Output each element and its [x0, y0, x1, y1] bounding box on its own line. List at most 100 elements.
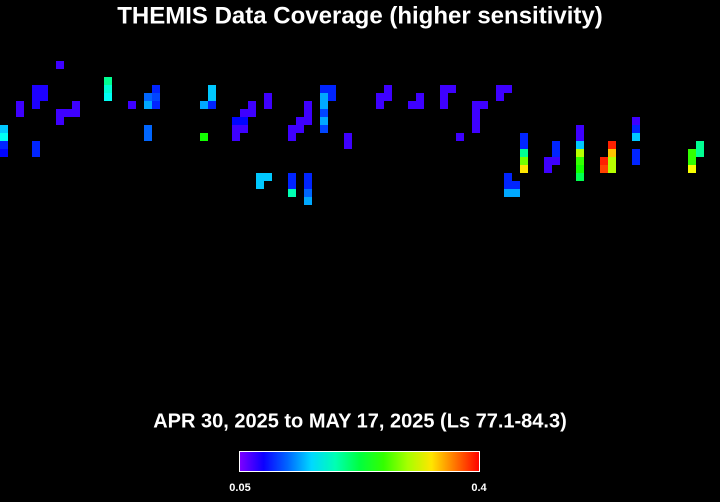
- coverage-cell: [144, 133, 152, 141]
- coverage-cell: [576, 149, 584, 157]
- coverage-cell: [240, 109, 248, 117]
- coverage-cell: [56, 109, 64, 117]
- coverage-cell: [304, 101, 312, 109]
- coverage-cell: [104, 85, 112, 93]
- coverage-cell: [384, 93, 392, 101]
- coverage-cell: [232, 117, 240, 125]
- coverage-cell: [376, 101, 384, 109]
- coverage-cell: [40, 85, 48, 93]
- coverage-cell: [576, 157, 584, 165]
- coverage-cell: [72, 109, 80, 117]
- coverage-cell: [320, 109, 328, 117]
- coverage-cell: [496, 85, 504, 93]
- coverage-cell: [376, 93, 384, 101]
- coverage-cell: [320, 93, 328, 101]
- coverage-cell: [576, 141, 584, 149]
- coverage-cell: [520, 149, 528, 157]
- coverage-cell: [200, 101, 208, 109]
- coverage-cell: [608, 141, 616, 149]
- coverage-cell: [264, 173, 272, 181]
- coverage-cell: [512, 181, 520, 189]
- coverage-cell: [104, 77, 112, 85]
- coverage-cell: [520, 157, 528, 165]
- coverage-cell: [328, 93, 336, 101]
- coverage-cell: [576, 165, 584, 173]
- coverage-cell: [688, 149, 696, 157]
- coverage-cell: [632, 149, 640, 157]
- coverage-cell: [152, 93, 160, 101]
- coverage-cell: [440, 93, 448, 101]
- coverage-cell: [504, 85, 512, 93]
- coverage-cell: [0, 125, 8, 133]
- coverage-cell: [288, 133, 296, 141]
- coverage-cell: [632, 133, 640, 141]
- coverage-cell: [480, 101, 488, 109]
- chart-title: THEMIS Data Coverage (higher sensitivity…: [117, 2, 602, 29]
- coverage-cell: [16, 101, 24, 109]
- coverage-cell: [248, 109, 256, 117]
- coverage-cell: [0, 149, 8, 157]
- coverage-cell: [208, 85, 216, 93]
- coverage-cell: [600, 157, 608, 165]
- coverage-cell: [608, 165, 616, 173]
- coverage-cell: [232, 125, 240, 133]
- coverage-cell: [152, 101, 160, 109]
- coverage-cell: [408, 101, 416, 109]
- coverage-cell: [504, 173, 512, 181]
- coverage-cell: [520, 165, 528, 173]
- coverage-cell: [544, 157, 552, 165]
- coverage-cell: [632, 157, 640, 165]
- coverage-cell: [72, 101, 80, 109]
- coverage-cell: [344, 133, 352, 141]
- coverage-cell: [256, 173, 264, 181]
- coverage-cell: [456, 133, 464, 141]
- coverage-cell: [504, 181, 512, 189]
- coverage-cell: [320, 125, 328, 133]
- coverage-cell: [304, 117, 312, 125]
- coverage-cell: [632, 117, 640, 125]
- coverage-cell: [56, 61, 64, 69]
- coverage-cell: [304, 181, 312, 189]
- coverage-cell: [304, 189, 312, 197]
- coverage-cell: [208, 93, 216, 101]
- coverage-cell: [296, 117, 304, 125]
- coverage-cell: [472, 117, 480, 125]
- coverage-cell: [288, 173, 296, 181]
- coverage-cell: [320, 101, 328, 109]
- coverage-cell: [384, 85, 392, 93]
- coverage-cell: [544, 165, 552, 173]
- coverage-cell: [288, 181, 296, 189]
- coverage-cell: [688, 157, 696, 165]
- coverage-cell: [248, 101, 256, 109]
- coverage-cell: [304, 109, 312, 117]
- colorbar-tick-label: 0.4: [471, 482, 487, 494]
- coverage-cell: [688, 165, 696, 173]
- coverage-cell: [240, 125, 248, 133]
- coverage-cell: [472, 125, 480, 133]
- coverage-cell: [608, 149, 616, 157]
- coverage-cell: [264, 101, 272, 109]
- colorbar-tick-label: 0.05: [229, 482, 250, 494]
- coverage-cell: [32, 149, 40, 157]
- coverage-cell: [144, 101, 152, 109]
- coverage-cell: [576, 133, 584, 141]
- coverage-cell: [320, 85, 328, 93]
- coverage-cell: [576, 173, 584, 181]
- coverage-cell: [304, 173, 312, 181]
- coverage-cell: [472, 101, 480, 109]
- coverage-cell: [416, 93, 424, 101]
- coverage-cell: [472, 109, 480, 117]
- coverage-cell: [304, 197, 312, 205]
- coverage-cell: [200, 133, 208, 141]
- coverage-cell: [696, 149, 704, 157]
- coverage-cell: [16, 109, 24, 117]
- coverage-cell: [32, 85, 40, 93]
- coverage-cell: [0, 133, 8, 141]
- coverage-cell: [496, 93, 504, 101]
- coverage-cell: [32, 93, 40, 101]
- colorbar: [239, 451, 480, 472]
- coverage-cell: [328, 85, 336, 93]
- coverage-cell: [296, 125, 304, 133]
